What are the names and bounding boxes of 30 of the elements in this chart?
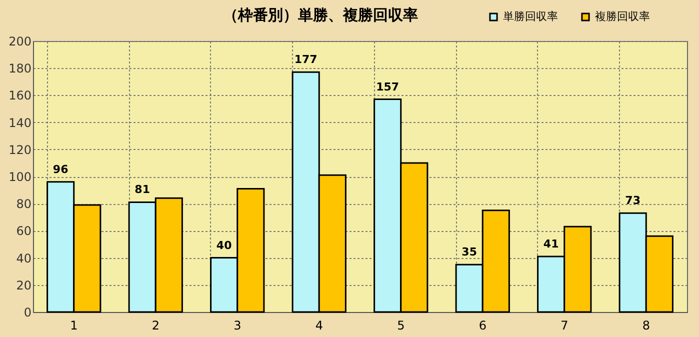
y-tick-label: 40 bbox=[16, 251, 32, 266]
legend-label: 単勝回収率 bbox=[503, 10, 558, 23]
x-tick-label: 1 bbox=[70, 318, 78, 332]
y-tick-label: 160 bbox=[8, 88, 32, 103]
data-label: 41 bbox=[543, 237, 559, 250]
y-tick-label: 120 bbox=[8, 142, 32, 157]
data-label: 177 bbox=[294, 53, 318, 66]
y-tick-label: 200 bbox=[8, 34, 32, 48]
x-tick-label: 6 bbox=[478, 318, 486, 332]
data-label: 81 bbox=[134, 183, 150, 196]
y-tick-label: 0 bbox=[24, 306, 32, 320]
x-tick-label: 8 bbox=[642, 318, 650, 332]
x-tick-label: 3 bbox=[234, 318, 242, 332]
y-tick-label: 20 bbox=[16, 278, 32, 292]
data-label: 73 bbox=[625, 194, 640, 208]
x-tick-label: 4 bbox=[315, 318, 323, 332]
x-tick-label: 2 bbox=[152, 318, 160, 332]
x-tick-label: 7 bbox=[560, 318, 568, 332]
y-tick-label: 180 bbox=[8, 62, 32, 76]
y-tick-label: 100 bbox=[8, 170, 32, 184]
data-label: 40 bbox=[216, 238, 232, 252]
data-label: 35 bbox=[462, 246, 477, 259]
y-tick-label: 140 bbox=[8, 116, 32, 130]
data-label: 157 bbox=[376, 80, 400, 94]
x-tick-label: 5 bbox=[397, 318, 405, 332]
data-label: 96 bbox=[52, 162, 69, 176]
legend-label: 複勝回収率 bbox=[595, 10, 650, 23]
y-tick-label: 80 bbox=[16, 197, 32, 212]
chart-title: （枠番別）単勝、複勝回収率 bbox=[223, 6, 418, 24]
y-tick-label: 60 bbox=[16, 224, 32, 238]
